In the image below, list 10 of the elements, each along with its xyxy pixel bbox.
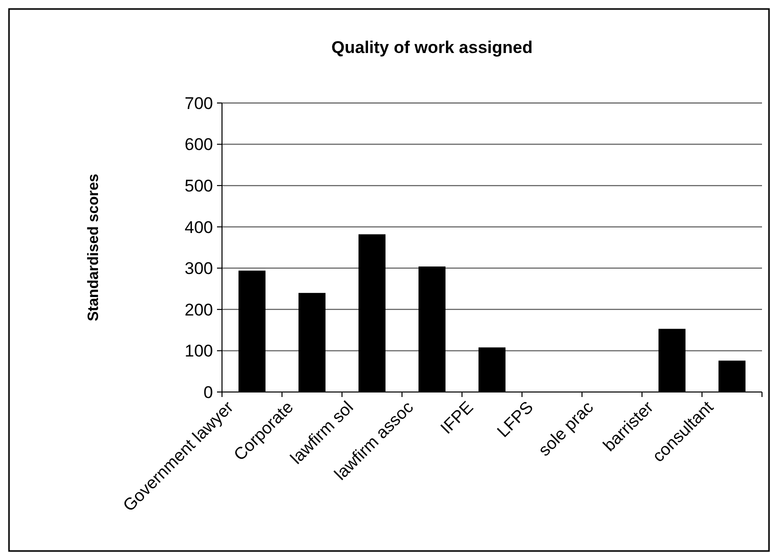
y-tick-label: 700	[184, 94, 213, 113]
y-axis-title: Standardised scores	[85, 174, 102, 322]
y-tick-label: 200	[184, 300, 213, 320]
y-tick-label: 100	[184, 342, 213, 361]
y-tick-label: 600	[184, 135, 213, 154]
y-tick-label: 0	[204, 382, 213, 402]
chart-title: Quality of work assigned	[331, 38, 533, 57]
y-tick-label: 300	[184, 259, 213, 278]
y-tick-label: 500	[184, 176, 213, 196]
y-tick-label: 400	[184, 218, 213, 237]
